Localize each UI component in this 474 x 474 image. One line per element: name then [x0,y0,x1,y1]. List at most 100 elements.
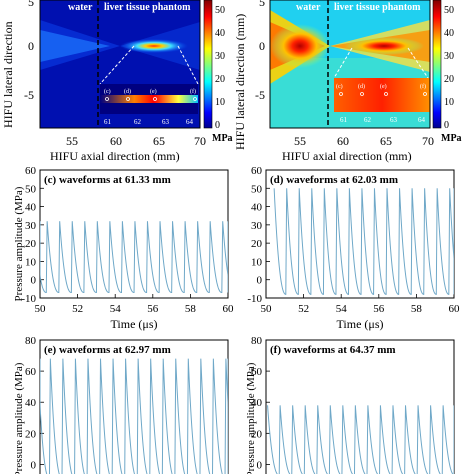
colorbar-a-tick-40: 40 [215,28,225,39]
inset-a-marker-e: (e) [150,88,157,95]
heatmap-a-xtick-70: 70 [194,134,206,148]
heatmap-a-xlabel: HIFU axial direction (mm) [50,149,180,163]
waveform-line-d [273,188,454,295]
inset-a-tick-64: 64 [186,118,194,126]
heatmap-b-ytick-0: 0 [259,39,265,53]
xtick-label-d: 58 [411,303,423,315]
region-label-water-b: water [296,2,321,13]
heatmap-b-xtick-55: 55 [294,134,306,148]
ytick-label-c: -10 [21,293,36,305]
heatmap-a-ytick-5: 5 [28,0,34,9]
inset-a-marker-c: (c) [104,88,111,95]
waveform-frame-d [265,169,455,299]
ytick-label-f: 80 [251,335,263,347]
ytick-label-f: 20 [251,428,263,440]
colorbar-a-tick-30: 30 [215,51,225,62]
heatmap-b-xtick-60: 60 [337,134,349,148]
ytick-label-f: 40 [251,397,263,409]
waveform-panels: -10 0 10 20 30 40 50 60 50 52 54 56 58 60 Time (μs) Pre… [13,165,460,474]
panel-title-f: (f) waveforms at 64.37 mm [270,344,396,356]
heatmap-a-ytick-0: 0 [28,39,34,53]
waveform-panel-f: 0 20 40 60 80 Pressure amplitude (MPa) (f) wav… [245,335,455,474]
heatmap-a-xtick-60: 60 [110,134,122,148]
region-label-liver-a: liver tissue phantom [104,2,191,13]
colorbar-a-tick-0: 0 [215,120,220,131]
inset-b-marker-d: (d) [358,83,365,90]
inset-a-tick-63: 63 [162,118,170,126]
heatmap-a-ylabel: HIFU lateral direction [1,21,15,128]
inset-b-tick-63: 63 [390,116,398,124]
inset-b-marker-c: (c) [336,83,343,90]
xtick-label-c: 50 [35,303,47,315]
ytick-label-f: 0 [257,459,263,471]
xtick-label-c: 52 [72,303,83,315]
ylabel-e: Pressure amplitude (MPa) [13,362,25,474]
ytick-label-c: 20 [25,238,37,250]
xtick-label-d: 50 [261,303,273,315]
ylabel-f: Pressure amplitude (MPa) [245,362,257,474]
waveform-frame-e [39,339,229,474]
xtick-label-c: 56 [147,303,159,315]
waveform-panel-c: -10 0 10 20 30 40 50 60 50 52 54 56 58 60 Time (μs) Pre… [13,165,234,331]
heatmap-b-frame [269,0,431,129]
heatmap-a-axes: 5 0 -5 55 60 65 70 HIFU lateral directio… [1,0,206,163]
colorbar-b-tick-0: 0 [444,120,449,131]
xtick-label-c: 54 [110,303,122,315]
heatmap-b-ylabel: HIFU lateral direction (mm) [233,14,247,150]
xlabel-c: Time (μs) [111,317,158,331]
inset-b-tick-61: 61 [340,116,348,124]
inset-b-tick-62: 62 [364,116,372,124]
xtick-label-d: 54 [336,303,348,315]
colorbar-b-tick-30: 30 [444,51,454,62]
inset-a-tick-62: 62 [134,118,142,126]
panel-title-d: (d) waveforms at 62.03 mm [270,174,398,186]
ylabel-c: Pressure amplitude (MPa) [13,186,25,301]
colorbar-a-tick-50: 50 [215,5,225,16]
ytick-label-d: 10 [251,256,263,268]
colorbar-a-tick-20: 20 [215,74,225,85]
ytick-label-c: 10 [25,256,37,268]
heatmap-panel-a: water liver tissue phantom (c) (d) (e) (… [39,0,201,129]
colorbar-a-tick-10: 10 [215,97,225,108]
xtick-label-c: 58 [185,303,197,315]
heatmap-b-ytick-5: 5 [259,0,265,9]
ytick-label-e: 60 [25,366,37,378]
ytick-label-c: 0 [31,275,37,287]
ytick-label-d: 20 [251,238,263,250]
region-label-liver-b: liver tissue phantom [334,2,421,13]
xtick-label-d: 56 [373,303,385,315]
waveform-line-f [267,405,454,474]
inset-b: (c) (d) (e) (f) [334,78,430,112]
xtick-label-d: 60 [449,303,461,315]
heatmap-b-xlabel: HIFU axial direction (mm) [282,149,412,163]
colorbar-b-tick-40: 40 [444,28,454,39]
heatmap-a-ytick-m5: -5 [24,88,34,102]
heatmap-b-ytick-m5: -5 [255,88,265,102]
heatmap-b-axes: 5 0 -5 55 60 65 70 HIFU lateral directio… [233,0,434,163]
colorbar-a: 50 40 30 20 10 0 MPa [203,0,233,144]
inset-a-tick-61: 61 [104,118,112,126]
ytick-label-c: 50 [25,183,37,195]
ytick-label-e: 40 [25,397,37,409]
heatmap-a-xtick-65: 65 [153,134,165,148]
ytick-label-f: 60 [251,366,263,378]
colorbar-b-tick-50: 50 [444,5,454,16]
waveform-line-c [40,221,228,294]
ytick-label-d: 0 [257,275,263,287]
colorbar-b: 50 40 30 20 10 0 MPa [432,0,462,144]
zoom-line-b2 [407,47,429,79]
zoom-line-a2 [177,45,199,85]
panel-title-c: (c) waveforms at 61.33 mm [44,174,171,186]
region-label-water-a: water [68,2,93,13]
panel-title-e: (e) waveforms at 62.97 mm [44,344,171,356]
ytick-label-c: 30 [25,220,37,232]
ytick-label-c: 40 [25,202,37,214]
ytick-label-c: 60 [25,165,37,177]
zoom-line-b1 [333,47,353,79]
ytick-label-e: 0 [31,459,37,471]
ytick-label-e: 20 [25,428,37,440]
inset-b-marker-f: (f) [420,83,426,90]
xtick-label-d: 52 [298,303,309,315]
colorbar-b-tick-10: 10 [444,97,454,108]
